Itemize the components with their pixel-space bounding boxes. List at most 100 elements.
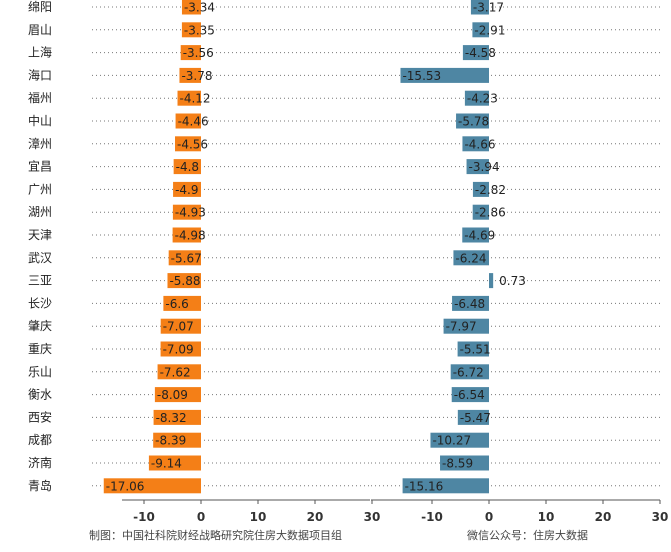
- bar-blue: [472, 22, 489, 38]
- category-label: 漳州: [28, 136, 52, 151]
- bar-orange: [103, 478, 201, 494]
- bar-value-label: -7.07: [163, 320, 194, 334]
- category-label: 武汉: [28, 251, 52, 265]
- bar-value-label: -4.8: [176, 160, 199, 174]
- category-label: 重庆: [28, 342, 52, 356]
- bar-orange: [177, 90, 201, 106]
- bar-value-label: -7.09: [163, 343, 194, 357]
- bar-blue: [430, 432, 489, 448]
- bar-value-label: -8.39: [155, 434, 186, 448]
- x-tick-label: -10: [421, 510, 443, 524]
- bar-value-label: -4.12: [180, 92, 211, 106]
- bar-value-label: -2.91: [474, 23, 505, 37]
- bar-blue: [489, 273, 494, 289]
- bar-orange: [157, 364, 201, 380]
- category-label: 眉山: [28, 23, 52, 37]
- category-label: 三亚: [28, 274, 52, 288]
- category-label: 福州: [28, 90, 52, 105]
- bar-value-label: 0.73: [499, 274, 526, 288]
- bar-blue: [451, 387, 489, 403]
- bar-blue: [470, 0, 489, 15]
- category-label: 湖州: [28, 204, 52, 219]
- bar-value-label: -6.6: [165, 297, 188, 311]
- bar-value-label: -3.94: [469, 160, 500, 174]
- bar-orange: [153, 409, 201, 425]
- bar-value-label: -6.72: [453, 365, 484, 379]
- bar-value-label: -5.47: [460, 411, 491, 425]
- x-tick-label: 0: [485, 510, 493, 524]
- category-label: 衡水: [28, 388, 52, 402]
- bar-orange: [179, 67, 201, 83]
- bar-value-label: -5.88: [169, 274, 200, 288]
- bar-value-label: -4.98: [175, 229, 206, 243]
- category-label: 西安: [28, 409, 52, 424]
- bar-blue: [402, 478, 489, 494]
- bar-blue: [472, 181, 489, 197]
- bar-blue: [462, 136, 489, 152]
- bar-orange: [175, 113, 201, 129]
- bar-orange: [160, 341, 201, 357]
- bar-value-label: -2.86: [475, 206, 506, 220]
- bar-value-label: -4.69: [464, 229, 495, 243]
- category-label: 宜昌: [28, 159, 52, 174]
- bar-blue: [443, 318, 489, 334]
- bar-blue: [462, 45, 489, 61]
- bar-orange: [172, 204, 201, 220]
- bar-value-label: -6.48: [454, 297, 485, 311]
- bar-value-label: -5.67: [171, 251, 202, 265]
- bar-value-label: -6.24: [455, 251, 486, 265]
- bar-value-label: -6.54: [454, 388, 485, 402]
- category-label: 广州: [28, 182, 52, 196]
- bar-blue: [453, 250, 489, 266]
- bar-blue: [464, 90, 489, 106]
- bar-value-label: -8.32: [156, 411, 187, 425]
- bar-value-label: -8.59: [442, 457, 473, 471]
- category-label: 乐山: [28, 365, 52, 379]
- x-tick-label: 30: [652, 510, 669, 524]
- bar-value-label: -3.78: [181, 69, 212, 83]
- bar-value-label: -15.53: [402, 69, 441, 83]
- x-tick-label: 20: [595, 510, 612, 524]
- category-label: 济南: [28, 455, 52, 470]
- x-tick-label: 20: [307, 510, 324, 524]
- bar-orange: [160, 318, 201, 334]
- bar-orange: [163, 295, 201, 311]
- bar-value-label: -3.34: [184, 1, 215, 15]
- category-label: 肇庆: [28, 318, 52, 333]
- bar-orange: [167, 273, 201, 289]
- bar-blue: [457, 409, 489, 425]
- footer-source-credit: 制图：中国社科院财经战略研究院住房大数据项目组: [89, 529, 342, 542]
- x-tick-label: 10: [250, 510, 267, 524]
- bar-value-label: -15.16: [405, 479, 444, 493]
- bar-blue: [452, 295, 489, 311]
- category-label: 天津: [28, 228, 52, 242]
- bar-orange: [181, 22, 201, 38]
- category-label: 青岛: [28, 478, 52, 493]
- x-tick-label: 10: [538, 510, 555, 524]
- category-label: 绵阳: [28, 0, 52, 14]
- bar-orange: [173, 181, 201, 197]
- bar-value-label: -4.46: [178, 115, 209, 129]
- bar-value-label: -5.78: [458, 115, 489, 129]
- bar-blue: [472, 204, 489, 220]
- category-label: 成都: [28, 433, 52, 447]
- bar-orange: [175, 136, 201, 152]
- bar-value-label: -4.9: [175, 183, 198, 197]
- bar-blue: [440, 455, 489, 471]
- bar-value-label: -7.62: [160, 365, 191, 379]
- bar-orange: [148, 455, 201, 471]
- category-label: 长沙: [28, 296, 52, 310]
- bar-blue: [450, 364, 489, 380]
- bar-blue: [456, 113, 489, 129]
- bar-blue: [400, 67, 489, 83]
- category-label: 上海: [28, 45, 52, 60]
- bar-orange: [181, 0, 201, 15]
- bar-value-label: -4.93: [175, 206, 206, 220]
- footer-wechat-account: 微信公众号：住房大数据: [467, 529, 588, 542]
- bar-value-label: -5.51: [460, 343, 491, 357]
- bar-value-label: -8.09: [157, 388, 188, 402]
- bar-blue: [457, 341, 489, 357]
- x-tick-label: 0: [197, 510, 205, 524]
- bar-value-label: -4.66: [464, 137, 495, 151]
